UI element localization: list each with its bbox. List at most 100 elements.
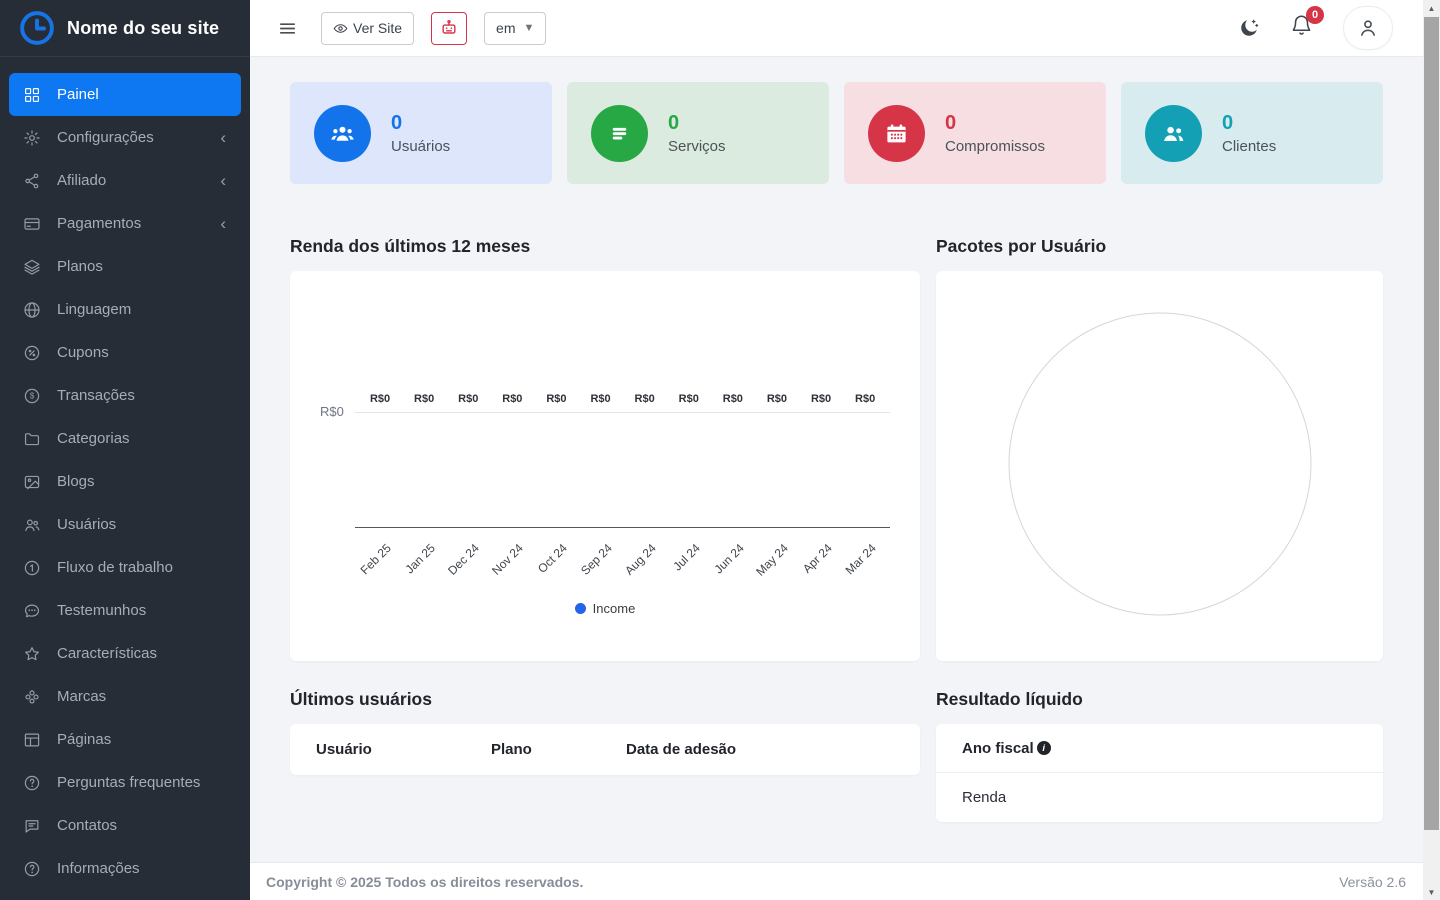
- page-scrollbar[interactable]: ▲ ▼: [1423, 0, 1440, 900]
- latest-users-heading: Últimos usuários: [290, 689, 432, 709]
- sidebar-item-label: Linguagem: [57, 301, 132, 318]
- sidebar-item-label: Testemunhos: [57, 602, 147, 619]
- sidebar-item-label: Páginas: [57, 731, 112, 748]
- chart-value-label: R$0: [855, 393, 876, 405]
- sidebar-item-paginas[interactable]: Páginas: [9, 718, 241, 761]
- sidebar-item-label: Afiliado: [57, 172, 107, 189]
- sidebar-item-marcas[interactable]: Marcas: [9, 675, 241, 718]
- layout-icon: [22, 730, 41, 749]
- info-circle-icon[interactable]: i: [1036, 741, 1051, 755]
- chart-month-label: May 24: [753, 541, 791, 579]
- sidebar-item-afiliado[interactable]: Afiliado ‹: [9, 159, 241, 202]
- stat-value: 0: [945, 111, 957, 134]
- eye-icon: [333, 21, 348, 36]
- gear-icon: [22, 128, 41, 147]
- folder-icon: [22, 429, 41, 448]
- hamburger-menu-icon[interactable]: [278, 19, 297, 38]
- sidebar-item-blogs[interactable]: Blogs: [9, 460, 241, 503]
- column-data-adesao: Data de adesão: [626, 741, 737, 758]
- sidebar-item-testemunhos[interactable]: Testemunhos: [9, 589, 241, 632]
- column-plano: Plano: [491, 741, 532, 758]
- chart-month-label: Nov 24: [489, 541, 527, 578]
- chart-value-label: R$0: [810, 393, 832, 405]
- sidebar-item-label: Marcas: [57, 688, 107, 705]
- sidebar-item-label: Informações: [57, 860, 140, 877]
- layers-icon: [22, 257, 41, 276]
- chevron-left-icon: ‹: [220, 128, 226, 147]
- list-icon: [591, 104, 648, 162]
- x-axis-line: [355, 527, 890, 528]
- scroll-up-arrow[interactable]: ▲: [1427, 3, 1436, 13]
- scrollbar-thumb[interactable]: [1424, 17, 1439, 830]
- sidebar-item-perguntas-frequentes[interactable]: Perguntas frequentes: [9, 761, 241, 804]
- sidebar-item-informacoes[interactable]: Informações: [9, 847, 241, 890]
- fiscal-year-label: Ano fiscal: [962, 739, 1034, 757]
- copyright-text: Copyright © 2025 Todos os direitos reser…: [266, 873, 584, 890]
- ai-robot-button[interactable]: [431, 11, 468, 45]
- flower-icon: [22, 687, 41, 706]
- stat-card-usuarios: 0 Usuários: [290, 82, 552, 184]
- stat-card-compromissos: 0 Compromissos: [844, 82, 1106, 184]
- chevron-left-icon: ‹: [220, 214, 226, 233]
- chart-month-label: Jun 24: [711, 541, 747, 577]
- chart-value-label: R$0: [369, 393, 391, 405]
- one-circle-icon: [22, 558, 41, 577]
- clock-logo-icon: [18, 9, 56, 47]
- stats-row: 0 Usuários 0 Serviços 0 Compromissos 0 C…: [290, 82, 1383, 184]
- question-circle-icon: [22, 773, 41, 792]
- sidebar-header: Nome do seu site: [0, 0, 250, 57]
- notification-badge: 0: [1306, 6, 1324, 24]
- sidebar-item-label: Blogs: [57, 473, 95, 490]
- dark-mode-toggle[interactable]: [1237, 17, 1260, 40]
- sidebar-item-caracteristicas[interactable]: Características: [9, 632, 241, 675]
- sidebar-item-linguagem[interactable]: Linguagem: [9, 288, 241, 331]
- sidebar-item-cupons[interactable]: Cupons: [9, 331, 241, 374]
- chart-value-label: R$0: [766, 393, 788, 405]
- sidebar-item-planos[interactable]: Planos: [9, 245, 241, 288]
- sidebar-item-transacoes[interactable]: $ Transações: [9, 374, 241, 417]
- question-circle-icon: [22, 859, 41, 878]
- table-header-row: Usuário Plano Data de adesão: [290, 724, 920, 775]
- stat-value: 0: [668, 111, 680, 134]
- profile-button[interactable]: [1343, 6, 1393, 50]
- legend-income-dot: [574, 603, 586, 614]
- sidebar-item-configuracoes[interactable]: Configurações ‹: [9, 116, 241, 159]
- ver-site-button[interactable]: Ver Site: [321, 11, 415, 45]
- sidebar-item-label: Perguntas frequentes: [57, 774, 201, 791]
- sidebar-item-contatos[interactable]: Contatos: [9, 804, 241, 847]
- version-text: Versão 2.6: [1339, 873, 1406, 890]
- scroll-down-arrow[interactable]: ▼: [1427, 887, 1436, 897]
- sidebar-item-label: Planos: [57, 258, 103, 275]
- stat-value: 0: [391, 111, 403, 134]
- credit-card-icon: [22, 214, 41, 233]
- language-dropdown[interactable]: em ▼: [484, 11, 547, 45]
- badge-percent-icon: [22, 343, 41, 362]
- chart-month-label: Jul 24: [670, 541, 703, 574]
- stat-label: Clientes: [1222, 137, 1277, 155]
- sidebar-item-label: Pagamentos: [57, 215, 142, 232]
- notifications-button[interactable]: 0: [1290, 6, 1324, 42]
- sidebar-item-categorias[interactable]: Categorias: [9, 417, 241, 460]
- share-icon: [22, 171, 41, 190]
- chart-value-label: R$0: [634, 393, 655, 405]
- chart-month-label: Feb 25: [357, 541, 394, 578]
- sidebar-item-label: Transações: [57, 387, 135, 404]
- users-group-icon: [314, 104, 371, 162]
- legend-income-label: Income: [592, 601, 636, 616]
- net-result-card: Ano fiscal i Renda: [936, 724, 1383, 822]
- sidebar-item-painel[interactable]: Painel: [9, 73, 241, 116]
- sidebar: Nome do seu site Painel Configurações ‹ Afi…: [0, 0, 250, 900]
- sidebar-item-usuarios[interactable]: Usuários: [9, 503, 241, 546]
- calendar-icon: [868, 104, 925, 162]
- income-line-chart: R$0 Income R$0 Feb 25 R$0 Jan 25 R$0 Dec 24 R$…: [290, 271, 920, 661]
- sidebar-item-pagamentos[interactable]: Pagamentos ‹: [9, 202, 241, 245]
- person-icon: [1356, 16, 1380, 40]
- chart-month-label: Apr 24: [800, 541, 835, 576]
- income-row-label: Renda: [962, 789, 1007, 806]
- currency-circle-icon: $: [22, 386, 41, 405]
- sidebar-item-fluxo-de-trabalho[interactable]: Fluxo de trabalho: [9, 546, 241, 589]
- chevron-down-icon: ▼: [523, 22, 535, 34]
- footer: Copyright © 2025 Todos os direitos reser…: [250, 862, 1423, 900]
- site-title: Nome do seu site: [67, 17, 220, 38]
- users-icon: [22, 515, 41, 534]
